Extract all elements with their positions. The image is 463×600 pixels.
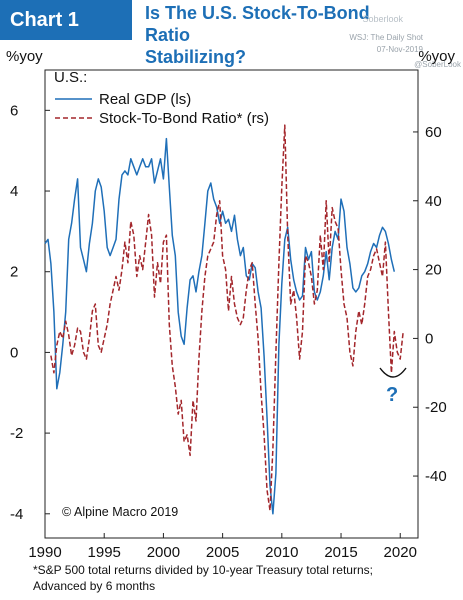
watermark-source: WSJ: The Daily Shot bbox=[349, 33, 423, 42]
right-axis-unit-label: %yoy bbox=[418, 48, 455, 65]
x-tick-label: 2015 bbox=[324, 544, 357, 561]
x-tick-label: 2000 bbox=[147, 544, 180, 561]
series-line-real-gdp bbox=[44, 137, 396, 515]
legend-label-ratio: Stock-To-Bond Ratio* (rs) bbox=[99, 110, 269, 127]
watermark-soberlook: Soberlook bbox=[362, 14, 403, 24]
right-y-tick-label: 60 bbox=[425, 124, 442, 141]
chart-title-line-1: Is The U.S. Stock-To-Bond Ratio bbox=[145, 3, 370, 45]
left-y-tick-label: 2 bbox=[10, 264, 18, 281]
x-tick-label: 2010 bbox=[265, 544, 298, 561]
plot-frame bbox=[44, 69, 419, 539]
left-y-tick-label: 4 bbox=[10, 183, 18, 200]
chart-number-tag: Chart 1 bbox=[0, 0, 132, 40]
footnote-line-2: Advanced by 6 months bbox=[33, 579, 156, 593]
annotation-question-mark: ? bbox=[386, 384, 398, 406]
left-axis-unit-label: %yoy bbox=[6, 48, 43, 65]
copyright-note: © Alpine Macro 2019 bbox=[62, 505, 178, 519]
footnote: *S&P 500 total returns divided by 10-yea… bbox=[33, 562, 458, 594]
right-y-tick-label: 40 bbox=[425, 193, 442, 210]
left-y-tick-label: 6 bbox=[10, 102, 18, 119]
right-y-tick-label: 0 bbox=[425, 330, 433, 347]
x-tick-label: 2020 bbox=[384, 544, 417, 561]
watermark-date: 07-Nov-2019 bbox=[376, 45, 423, 54]
legend-label-gdp: Real GDP (ls) bbox=[99, 91, 191, 108]
series-line-stock-to-bond-ratio bbox=[50, 124, 404, 512]
legend: U.S.: Real GDP (ls) Stock-To-Bond Ratio*… bbox=[54, 69, 269, 127]
right-y-tick-label: -40 bbox=[425, 468, 447, 485]
right-y-tick-label: -20 bbox=[425, 399, 447, 416]
panel-label: U.S.: bbox=[54, 69, 87, 86]
x-tick-label: 2005 bbox=[206, 544, 239, 561]
watermark-handle: @SoberLook bbox=[414, 60, 461, 69]
x-tick-label: 1990 bbox=[28, 544, 61, 561]
chart-title-line-2: Stabilizing? bbox=[145, 47, 246, 67]
left-y-tick-label: 0 bbox=[10, 344, 18, 361]
x-tick-label: 1995 bbox=[88, 544, 121, 561]
left-y-tick-label: -2 bbox=[10, 425, 23, 442]
annotation-bracket bbox=[379, 367, 407, 378]
footnote-line-1: *S&P 500 total returns divided by 10-yea… bbox=[33, 563, 373, 577]
right-y-tick-label: 20 bbox=[425, 262, 442, 279]
chart-title: Is The U.S. Stock-To-Bond Ratio Stabiliz… bbox=[145, 2, 375, 68]
left-y-tick-label: -4 bbox=[10, 506, 23, 523]
